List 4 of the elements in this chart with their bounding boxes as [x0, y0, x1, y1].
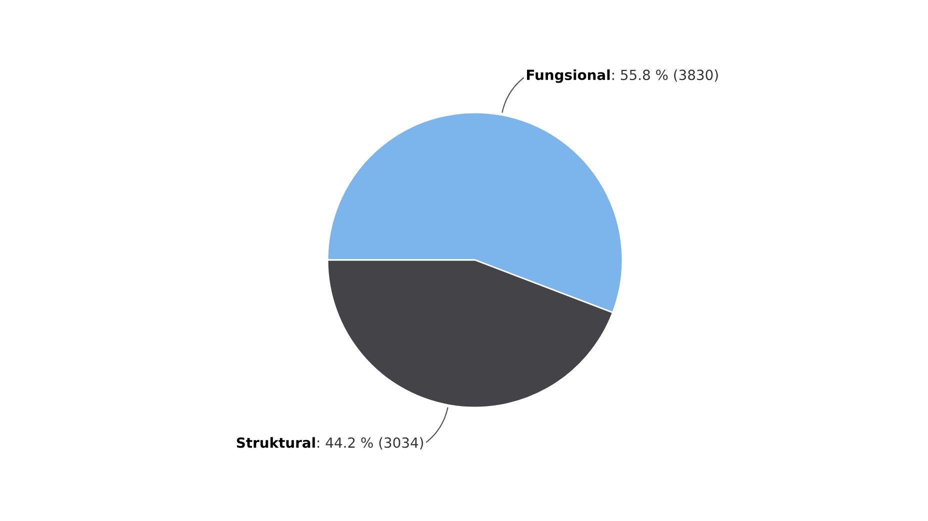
data-label: : 55.8 % (3830)	[612, 69, 718, 82]
slice-label: Fungsional	[527, 69, 610, 83]
data-label: : 44.2 % (3034)	[318, 437, 424, 450]
slice-label: Struktural	[236, 437, 315, 448]
